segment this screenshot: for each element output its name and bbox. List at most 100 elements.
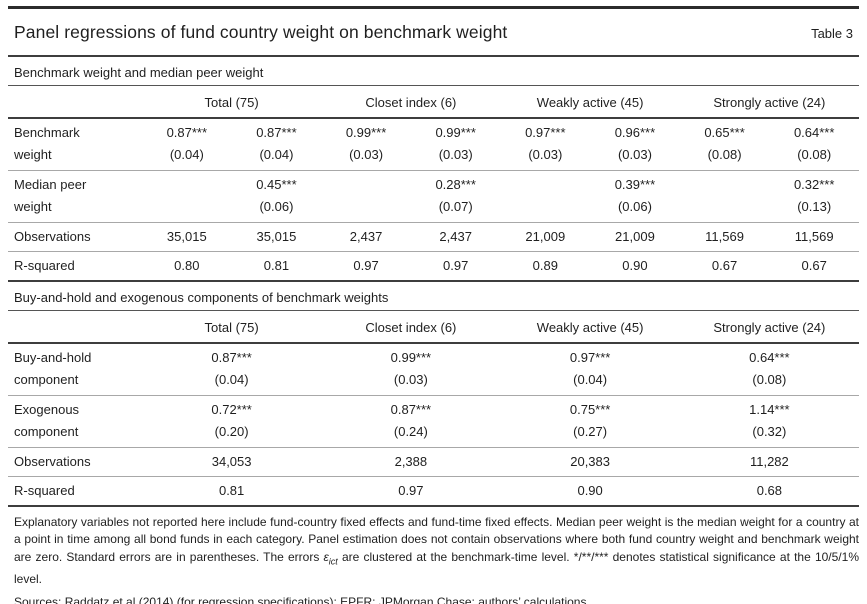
panel1-section-title: Benchmark weight and median peer weight [8,57,859,86]
stat-cell: 21,009 [590,222,680,252]
coef-cell [142,170,232,223]
coef-cell [679,170,770,223]
table-number: Table 3 [811,26,853,41]
stat-cell: 0.80 [142,251,232,282]
table-row-r-squared: R-squared 0.81 0.97 0.90 0.68 [8,476,859,507]
coef-value: 0.64*** [749,350,790,365]
coef-cell [321,170,411,223]
se-value: (0.03) [438,147,473,162]
epsilon-subscript: ict [328,556,338,567]
column-header-closet-index: Closet index (6) [321,86,501,119]
row-label: Exogenous component [8,395,142,448]
coef-value: 0.87*** [256,125,297,140]
coef-cell: 0.87*** (0.04) [142,118,232,171]
stat-cell: 20,383 [500,447,680,477]
stat-cell: 0.97 [321,476,501,507]
coef-cell: 0.96*** (0.03) [590,118,680,171]
header-spacer [8,86,142,119]
sources-line: Sources: Raddatz et al (2014) (for regre… [14,595,590,604]
row-label: Benchmark weight [8,118,142,171]
table-row-observations: Observations 35,015 35,015 2,437 2,437 2… [8,222,859,252]
title-row: Panel regressions of fund country weight… [8,9,859,57]
row-label-line1: Benchmark [14,125,80,140]
coef-cell: 0.99*** (0.03) [321,343,501,396]
stat-cell: 0.90 [500,476,680,507]
coef-cell: 0.72*** (0.20) [142,395,322,448]
coef-value: 0.39*** [614,177,656,192]
footnote-text-2: are clustered at the benchmark-time leve… [14,549,859,586]
row-label: R-squared [8,251,142,282]
stat-cell: 0.68 [679,476,859,507]
stat-cell: 35,015 [231,222,322,252]
stat-cell: 0.67 [769,251,859,282]
table-row-benchmark-weight: Benchmark weight 0.87*** (0.04) 0.87*** (0… [8,118,859,171]
se-value: (0.06) [617,199,652,214]
row-label-line2: weight [14,199,52,214]
column-header-strongly-active: Strongly active (24) [679,311,859,344]
se-value: (0.08) [707,147,742,162]
column-header-total: Total (75) [142,311,322,344]
row-label: Observations [8,222,142,252]
se-value: (0.03) [349,147,384,162]
coef-cell: 0.87*** (0.04) [231,118,322,171]
column-header-closet-index: Closet index (6) [321,311,501,344]
panel2-table: Total (75) Closet index (6) Weakly activ… [8,311,859,507]
coef-cell: 0.32*** (0.13) [769,170,859,223]
coef-cell: 0.97*** (0.04) [500,343,680,396]
panel1-table: Total (75) Closet index (6) Weakly activ… [8,86,859,282]
stat-cell: 11,569 [679,222,770,252]
stat-cell: 0.81 [142,476,322,507]
se-value: (0.32) [752,424,787,439]
se-value: (0.27) [573,424,608,439]
coef-cell: 0.99*** (0.03) [410,118,501,171]
stat-cell: 35,015 [142,222,232,252]
table-row-median-peer-weight: Median peer weight 0.45*** (0.06) 0.28***… [8,170,859,223]
stat-cell: 11,282 [679,447,859,477]
se-value: (0.08) [797,147,832,162]
coef-cell: 0.64*** (0.08) [769,118,859,171]
coef-value: 0.64*** [793,125,835,140]
coef-value: 0.45*** [256,177,297,192]
stat-cell: 21,009 [500,222,591,252]
coef-value: 0.97*** [569,350,611,365]
coef-value: 0.99*** [345,125,387,140]
coef-value: 0.65*** [704,125,745,140]
coef-value: 0.99*** [435,125,476,140]
coef-value: 0.87*** [390,402,432,417]
stat-cell: 0.97 [321,251,411,282]
coef-cell: 0.64*** (0.08) [679,343,859,396]
stat-cell: 34,053 [142,447,322,477]
se-value: (0.04) [214,372,249,387]
coef-value: 0.97*** [525,125,566,140]
epsilon-glyph: ε [323,549,329,564]
coef-cell: 0.45*** (0.06) [231,170,322,223]
coef-value: 0.75*** [569,402,611,417]
se-value: (0.04) [573,372,608,387]
coef-cell: 0.87*** (0.24) [321,395,501,448]
coef-value: 0.87*** [166,125,208,140]
coef-cell: 0.99*** (0.03) [321,118,411,171]
se-value: (0.07) [438,199,473,214]
stat-cell: 0.90 [590,251,680,282]
stat-cell: 2,437 [321,222,411,252]
row-label-line2: component [14,424,79,439]
coef-cell: 0.28*** (0.07) [410,170,501,223]
coef-cell [500,170,591,223]
row-label-line2: weight [14,147,52,162]
coef-value: 0.28*** [435,177,476,192]
coef-value: 0.96*** [614,125,656,140]
row-label-line1: Median peer [14,177,87,192]
stat-cell: 0.97 [410,251,501,282]
se-value: (0.03) [528,147,563,162]
footnote: Explanatory variables not reported here … [8,514,859,588]
epsilon-symbol: εict [323,549,338,567]
top-rule [8,6,859,9]
panel2-header-row: Total (75) Closet index (6) Weakly activ… [8,311,859,344]
table-row-observations: Observations 34,053 2,388 20,383 11,282 [8,447,859,477]
row-label: Buy-and-hold component [8,343,142,396]
coef-value: 0.87*** [211,350,252,365]
row-label-line2: component [14,372,79,387]
panel1-header-row: Total (75) Closet index (6) Weakly activ… [8,86,859,119]
row-label-line1: Buy-and-hold [14,350,92,365]
